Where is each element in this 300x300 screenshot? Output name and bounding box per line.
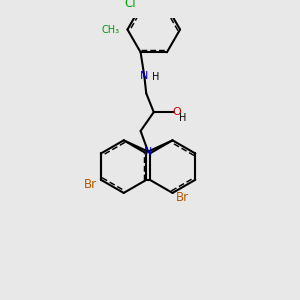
- Text: N: N: [140, 71, 148, 82]
- Text: H: H: [179, 113, 187, 123]
- Text: H: H: [152, 72, 159, 82]
- Text: CH₃: CH₃: [102, 25, 120, 34]
- Text: O: O: [173, 107, 182, 117]
- Text: Cl: Cl: [124, 0, 136, 11]
- Text: Br: Br: [176, 191, 189, 204]
- Text: Br: Br: [84, 178, 97, 191]
- Text: N: N: [144, 147, 152, 157]
